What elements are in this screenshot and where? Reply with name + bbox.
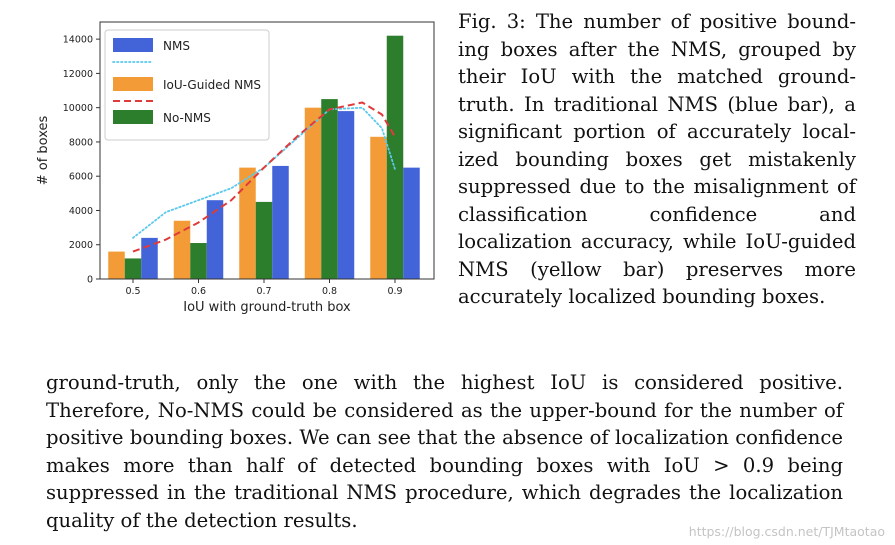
bar-no-nms-0.8 <box>321 99 338 279</box>
plot-frame <box>99 21 435 280</box>
bar-chart: 0 2000 4000 6000 8000 10000 12000 14000 0.5 0.6 0.… <box>36 21 435 315</box>
body-paragraph: ground-truth, only the one with the high… <box>46 371 843 532</box>
y-tick-label-0: 0 <box>87 275 93 286</box>
curve-iou-guided-nms <box>132 101 396 253</box>
legend-label-iou-guided-nms: IoU-Guided NMS <box>163 78 261 92</box>
y-tick-label-10000: 10000 <box>63 103 93 114</box>
y-tick-label-12000: 12000 <box>63 69 93 80</box>
bar-no-nms-0.7 <box>255 201 273 279</box>
x-tick-label-0.9: 0.9 <box>387 286 402 297</box>
y-tick-label-8000: 8000 <box>69 137 93 148</box>
bar-nms-0.9 <box>403 167 420 279</box>
bar-nms-0.5 <box>141 237 158 279</box>
bar-nms-0.6 <box>206 200 224 279</box>
legend-swatch-iou-guided-nms <box>113 77 153 91</box>
y-tick-label-6000: 6000 <box>69 172 93 183</box>
legend-swatch-no-nms <box>113 110 153 124</box>
watermark: https://blog.csdn.net/TJMtaotao <box>688 524 885 539</box>
x-tick-label-0.8: 0.8 <box>322 286 337 297</box>
bar-no-nms-0.6 <box>190 243 207 279</box>
bar-iou-guided-nms-0.8 <box>304 107 322 280</box>
bar-nms-0.8 <box>337 111 355 280</box>
bar-no-nms-0.9 <box>386 35 404 279</box>
figure-caption: Fig. 3: The number of positive bound­ing… <box>458 10 856 308</box>
bar-nms-0.7 <box>272 165 289 279</box>
y-axis-label: # of boxes <box>36 115 51 185</box>
bar-iou-guided-nms-0.5 <box>108 251 125 279</box>
x-tick-label-0.5: 0.5 <box>125 286 140 297</box>
bar-iou-guided-nms-0.6 <box>173 220 191 279</box>
y-tick-label-14000: 14000 <box>63 35 93 46</box>
x-tick-label-0.6: 0.6 <box>191 286 206 297</box>
x-tick-label-0.7: 0.7 <box>256 286 271 297</box>
x-axis-label: IoU with ground-truth box <box>183 300 351 315</box>
bar-iou-guided-nms-0.9 <box>370 136 387 279</box>
bar-iou-guided-nms-0.7 <box>239 167 256 279</box>
legend-label-nms: NMS <box>163 39 190 53</box>
y-tick-label-2000: 2000 <box>69 240 93 251</box>
y-tick-label-4000: 4000 <box>69 206 93 217</box>
legend-label-no-nms: No-NMS <box>163 111 211 125</box>
bar-no-nms-0.5 <box>124 258 142 279</box>
legend-swatch-nms <box>113 38 153 52</box>
